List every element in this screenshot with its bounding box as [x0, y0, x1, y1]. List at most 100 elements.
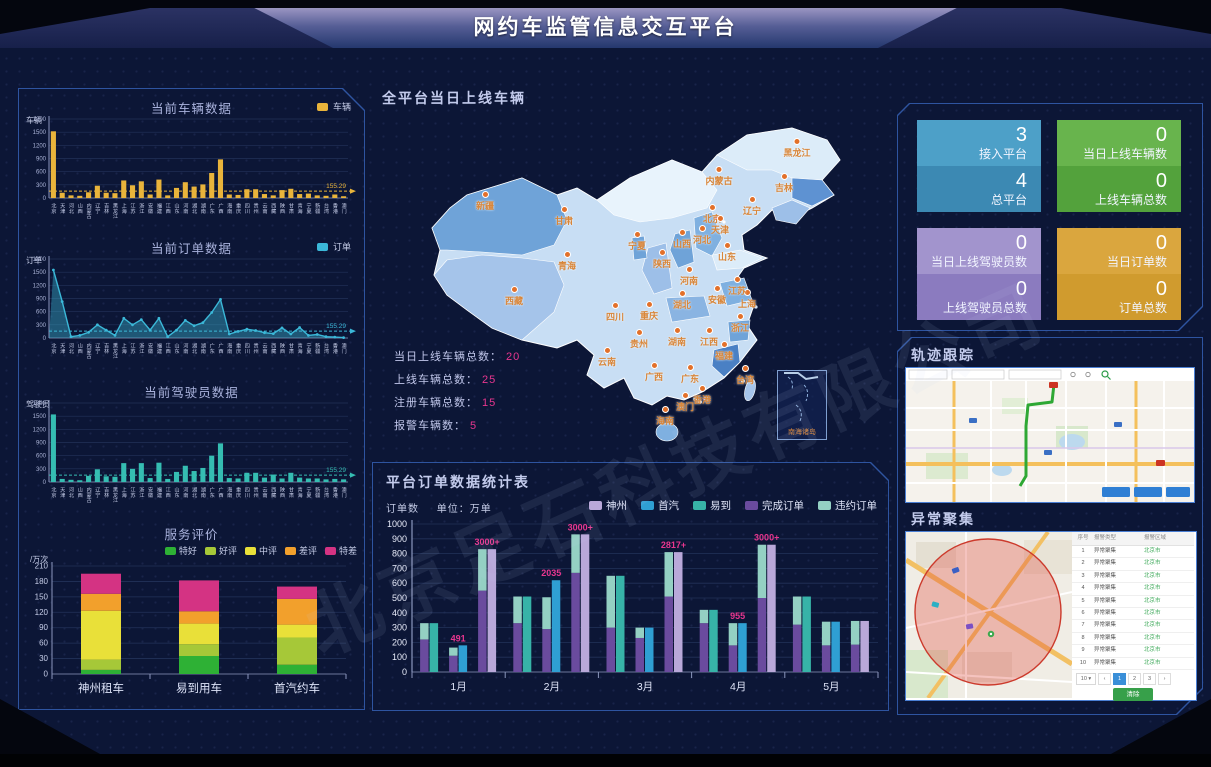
map-stat-label: 当日上线车辆总数：: [394, 351, 502, 363]
search-icon[interactable]: [1101, 370, 1111, 380]
table-row[interactable]: 5 异常聚集 北京市: [1072, 596, 1194, 608]
map-action-button[interactable]: [1166, 487, 1190, 497]
alarm-area-link[interactable]: 北京市: [1143, 659, 1161, 666]
stat-card-half: 0 当日订单数: [1057, 228, 1181, 274]
legend-label: 易到: [710, 500, 731, 512]
svg-text:江西: 江西: [165, 487, 171, 499]
table-row[interactable]: 10 异常聚集 北京市: [1072, 658, 1194, 670]
legend-item[interactable]: 特差: [324, 544, 357, 557]
table-cell: 1: [1081, 548, 1085, 554]
legend-item[interactable]: 神州: [589, 498, 627, 513]
table-row[interactable]: 9 异常聚集 北京市: [1072, 645, 1194, 658]
svg-text:贵州: 贵州: [253, 202, 259, 214]
svg-text:山东: 山东: [174, 342, 180, 354]
radio-realtime[interactable]: [1070, 371, 1076, 378]
legend-item[interactable]: 易到: [693, 498, 731, 513]
svg-text:西藏: 西藏: [270, 343, 276, 355]
table-cell: 8: [1081, 634, 1085, 641]
map-action-button[interactable]: [1102, 487, 1130, 497]
trajectory-map[interactable]: [905, 367, 1195, 503]
alarm-area-link[interactable]: 北京市: [1143, 548, 1161, 554]
alarm-area-link[interactable]: 北京市: [1143, 597, 1161, 604]
svg-text:江苏: 江苏: [130, 487, 136, 499]
page-button-3[interactable]: 3: [1143, 672, 1156, 685]
table-row[interactable]: 1 异常聚集 北京市: [1072, 546, 1194, 559]
stat-label: 当日上线驾驶员数: [930, 255, 1027, 269]
svg-text:浙江: 浙江: [138, 486, 144, 499]
start-time-input[interactable]: [951, 369, 1005, 380]
stat-label: 当日上线车辆数: [1082, 147, 1167, 161]
chart-legend[interactable]: 车辆: [316, 100, 351, 113]
clear-button[interactable]: 清除: [1113, 687, 1153, 701]
alarm-area-link[interactable]: 北京市: [1143, 609, 1161, 616]
table-cell: 异常聚集: [1093, 622, 1116, 629]
alarm-area-link[interactable]: 北京市: [1143, 560, 1161, 567]
alarm-area-link[interactable]: 北京市: [1143, 622, 1161, 629]
svg-text:155.29: 155.29: [326, 183, 346, 190]
page-title: 网约车监管信息交互平台: [473, 16, 738, 39]
alarm-area-link[interactable]: 北京市: [1143, 572, 1161, 579]
legend-item[interactable]: 好评: [204, 544, 237, 557]
page-size-select[interactable]: 10 ▾: [1076, 672, 1096, 685]
svg-text:900: 900: [36, 157, 47, 163]
table-row[interactable]: 7 异常聚集 北京市: [1072, 620, 1194, 633]
china-map[interactable]: [372, 100, 892, 460]
legend-item[interactable]: 首汽: [641, 498, 679, 513]
map-stat-value: 5: [470, 420, 478, 432]
table-header-cell: 序号: [1077, 535, 1089, 541]
legend-item[interactable]: 完成订单: [745, 498, 804, 513]
map-action-button[interactable]: [1134, 487, 1162, 497]
legend-swatch: [244, 546, 256, 555]
svg-text:四川: 四川: [244, 487, 250, 498]
radio-history[interactable]: [1085, 371, 1091, 378]
table-header-cell: 报警区域: [1143, 535, 1166, 541]
svg-text:首汽约车: 首汽约车: [274, 681, 320, 695]
svg-text:吉林: 吉林: [103, 203, 109, 215]
end-time-input[interactable]: [1008, 369, 1062, 380]
orders-chart-legend[interactable]: 神州 首汽 易到 完成订单 违约订单: [589, 498, 877, 513]
svg-text:1200: 1200: [33, 427, 47, 433]
cluster-map[interactable]: [906, 532, 1072, 698]
table-row[interactable]: 4 异常聚集 北京市: [1072, 583, 1194, 596]
legend-swatch: [316, 102, 328, 111]
svg-text:600: 600: [36, 170, 47, 176]
legend-label: 特差: [338, 546, 357, 556]
y-axis-unit: 订单: [26, 256, 42, 265]
table-cell: 异常聚集: [1093, 647, 1116, 654]
legend-label: 首汽: [658, 500, 679, 512]
service-legend[interactable]: 特好 好评 中评 差评 特差: [164, 544, 357, 557]
alarm-area-link[interactable]: 北京市: [1143, 585, 1161, 592]
page-button-2[interactable]: 2: [1128, 672, 1141, 685]
legend-item[interactable]: 特好: [164, 544, 197, 557]
legend-item[interactable]: 差评: [284, 544, 317, 557]
svg-text:2035: 2035: [541, 568, 561, 578]
prev-page-button[interactable]: ‹: [1098, 672, 1111, 685]
next-page-button[interactable]: ›: [1158, 672, 1171, 685]
y-axis-unit: 驾驶员: [26, 400, 50, 409]
legend-swatch: [316, 242, 328, 251]
legend-swatch: [818, 501, 831, 510]
vehicle-marker: [951, 567, 960, 574]
table-row[interactable]: 8 异常聚集 北京市: [1072, 633, 1194, 646]
svg-text:900: 900: [392, 534, 407, 544]
table-row[interactable]: 3 异常聚集 北京市: [1072, 571, 1194, 584]
table-row[interactable]: 6 异常聚集 北京市: [1072, 608, 1194, 621]
alarm-area-link[interactable]: 北京市: [1143, 634, 1161, 641]
svg-text:山西: 山西: [77, 342, 83, 355]
chart-legend[interactable]: 订单: [316, 240, 351, 253]
legend-label: 订单: [332, 242, 351, 252]
legend-item[interactable]: 违约订单: [818, 498, 877, 513]
svg-text:900: 900: [36, 441, 47, 447]
table-cell: 异常聚集: [1093, 659, 1116, 666]
plate-input[interactable]: [908, 369, 948, 380]
legend-item[interactable]: 中评: [244, 544, 277, 557]
stat-value: 0: [1155, 124, 1167, 146]
svg-text:1800: 1800: [33, 117, 47, 123]
legend-swatch: [641, 501, 654, 510]
page-button-1[interactable]: 1: [1113, 672, 1126, 685]
legend-label: 中评: [258, 546, 277, 556]
table-row[interactable]: 2 异常聚集 北京市: [1072, 558, 1194, 571]
svg-text:湖北: 湖北: [191, 342, 197, 355]
svg-text:神州租车: 神州租车: [78, 681, 124, 695]
alarm-area-link[interactable]: 北京市: [1143, 647, 1161, 654]
